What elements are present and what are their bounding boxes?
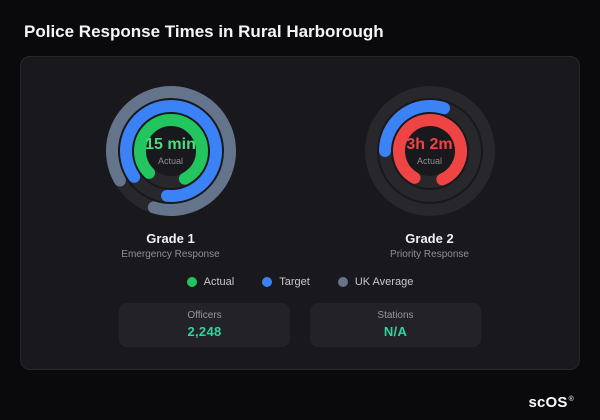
uk-average-dot-icon — [337, 277, 348, 287]
gauge-value-label: Actual — [157, 156, 183, 166]
legend-item-target: Target — [262, 276, 310, 288]
stat-officers: Officers 2,248 — [119, 303, 290, 347]
gauge-chart-grade-2: 3h 2m Actual — [360, 81, 500, 221]
stat-value: 2,248 — [187, 324, 222, 339]
gauge-grade-2: 3h 2m Actual Grade 2 Priority Response — [320, 81, 540, 260]
brand-text: scOS — [528, 394, 568, 411]
legend: Actual Target UK Average — [41, 276, 559, 288]
gauge-grade-1: 15 min Actual Grade 1 Emergency Response — [61, 81, 281, 260]
response-times-card: 15 min Actual Grade 1 Emergency Response… — [20, 56, 580, 370]
stat-label: Stations — [377, 310, 414, 321]
gauge-subtitle: Priority Response — [390, 249, 469, 260]
brand-logo: scOS® — [528, 394, 574, 411]
page-title: Police Response Times in Rural Harboroug… — [24, 22, 384, 41]
gauge-center-grade-2: 3h 2m Actual — [360, 81, 500, 221]
stats-row: Officers 2,248 Stations N/A — [119, 303, 481, 347]
gauges-row: 15 min Actual Grade 1 Emergency Response… — [41, 81, 559, 260]
registered-mark-icon: ® — [568, 396, 574, 403]
gauge-value-label: Actual — [416, 156, 442, 166]
target-dot-icon — [262, 277, 273, 287]
gauge-chart-grade-1: 15 min Actual — [101, 81, 241, 221]
stat-label: Officers — [187, 310, 222, 321]
legend-label: Actual — [203, 276, 235, 288]
legend-label: Target — [279, 276, 310, 288]
gauge-title: Grade 2 — [405, 231, 454, 246]
legend-label: UK Average — [354, 276, 414, 288]
gauge-rings-grade-1 — [105, 86, 236, 216]
stat-value: N/A — [383, 324, 408, 339]
actual-dot-icon — [186, 277, 197, 287]
legend-item-actual: Actual — [186, 276, 235, 288]
stat-stations: Stations N/A — [310, 303, 481, 347]
gauge-value: 3h 2m — [406, 136, 453, 153]
gauge-rings-grade-2 — [364, 86, 495, 216]
gauge-title: Grade 1 — [146, 231, 195, 246]
legend-item-uk-average: UK Average — [337, 276, 414, 288]
gauge-subtitle: Emergency Response — [121, 249, 220, 260]
gauge-center-grade-1: 15 min Actual — [101, 81, 241, 221]
gauge-value: 15 min — [145, 136, 196, 153]
